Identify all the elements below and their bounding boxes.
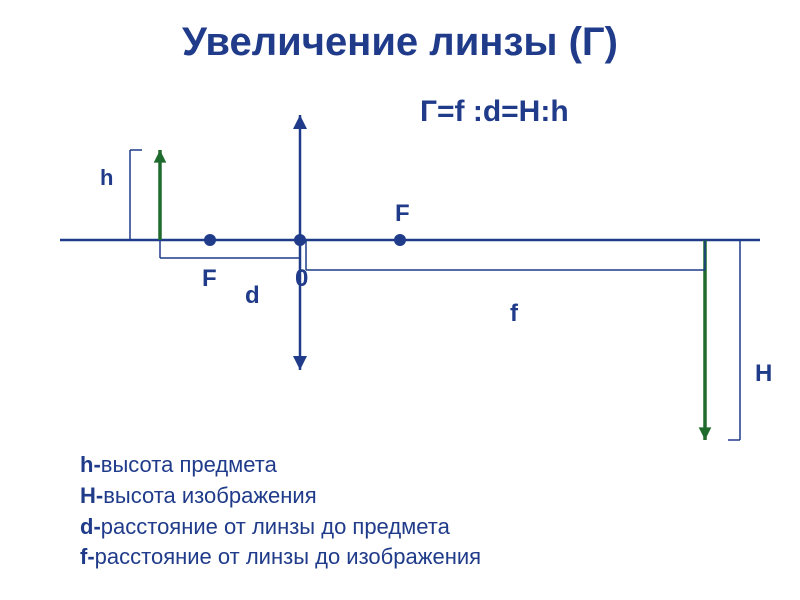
label-F1: F bbox=[202, 265, 217, 293]
label-d: d bbox=[245, 282, 260, 310]
label-H: H bbox=[755, 360, 772, 388]
label-F2: F bbox=[395, 200, 410, 228]
label-zero: 0 bbox=[295, 265, 308, 293]
legend-line-0: h-высота предмета bbox=[80, 450, 481, 481]
legend-line-1: H-высота изображения bbox=[80, 481, 481, 512]
legend-line-3: f-расстояние от линзы до изображения bbox=[80, 542, 481, 573]
legend-block: h-высота предметаH-высота изображенияd-р… bbox=[80, 450, 481, 573]
legend-line-2: d-расстояние от линзы до предмета bbox=[80, 512, 481, 543]
label-h: h bbox=[100, 165, 113, 191]
label-f: f bbox=[510, 300, 518, 328]
